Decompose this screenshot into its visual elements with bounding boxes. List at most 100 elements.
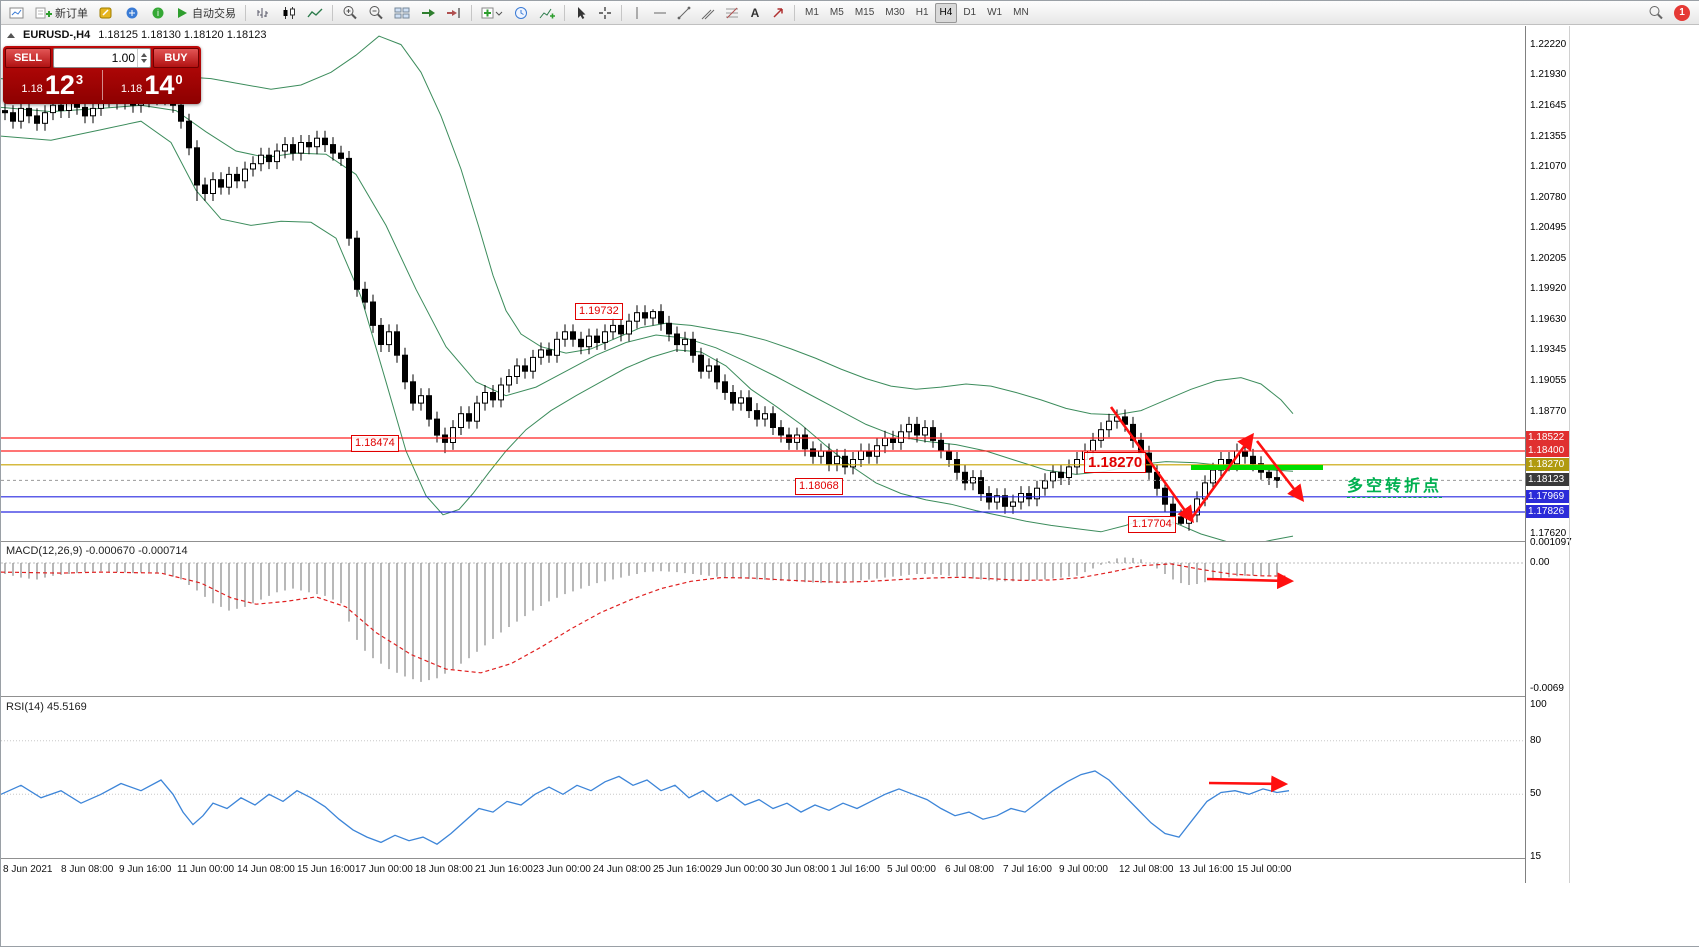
metaeditor-icon[interactable] [94,3,118,23]
timeframe-w1[interactable]: W1 [982,3,1007,23]
buy-button[interactable]: BUY [153,48,199,68]
time-label: 8 Jun 08:00 [61,864,114,875]
zoom-out-icon[interactable] [364,3,388,23]
trend-arrow[interactable] [1255,440,1305,503]
axis-tick: 15 [1530,850,1542,862]
arrows-tool-icon[interactable] [767,3,789,23]
chart-window-icon[interactable] [5,3,29,23]
new-order-button[interactable]: 新订单 [31,3,92,23]
search-icon[interactable] [1644,3,1668,23]
pane-separator [1,858,1569,859]
price-annotation[interactable]: 1.18068 [795,478,843,495]
timeframe-m30[interactable]: M30 [880,3,909,23]
timeframe-m15[interactable]: M15 [850,3,879,23]
price-annotation[interactable]: 1.17704 [1128,516,1176,533]
candlestick-chart-icon[interactable] [277,3,301,23]
terminal-icon[interactable] [120,3,144,23]
auto-scroll-icon[interactable] [416,3,440,23]
timeframe-m5[interactable]: M5 [825,3,849,23]
crosshair-icon[interactable] [594,3,616,23]
axis-tick: 1.21645 [1530,99,1567,111]
fibonacci-icon[interactable] [721,3,743,23]
support-highlight-line[interactable] [1191,465,1323,470]
rsi-label: RSI(14) 45.5169 [6,701,87,713]
collapse-one-click-icon[interactable] [7,32,15,38]
text-tool-icon[interactable]: A [745,3,765,23]
trendline-icon[interactable] [673,3,695,23]
bar-chart-icon[interactable] [251,3,275,23]
time-axis[interactable]: 8 Jun 2021 8 Jun 08:00 9 Jun 16:00 11 Jun 0… [1,859,1569,883]
volume-field [53,48,151,68]
cursor-icon[interactable] [570,3,592,23]
price-axis[interactable]: 1.22220 1.21930 1.21645 1.21355 1.21070 1.207… [1525,26,1572,883]
time-label: 15 Jul 00:00 [1237,864,1292,875]
tile-windows-icon[interactable] [390,3,414,23]
axis-tick: 1.22220 [1530,38,1567,50]
new-chart-icon[interactable] [477,3,507,23]
price-annotation[interactable]: 1.18270 [1084,452,1147,473]
zoom-in-icon[interactable] [338,3,362,23]
time-label: 12 Jul 08:00 [1119,864,1174,875]
price-annotation[interactable]: 1.19732 [575,303,623,320]
time-label: 9 Jul 00:00 [1059,864,1108,875]
bid-pips: 12 [44,70,75,100]
price-divider [101,70,103,100]
chart-shift-icon[interactable] [442,3,466,23]
timeframe-toolbar: M1 M5 M15 M30 H1 H4 D1 W1 MN [800,2,1034,23]
line-chart-icon[interactable] [303,3,327,23]
turning-point-text[interactable]: 多空转折点 [1347,472,1443,498]
chart-title-row: EURUSD-,H4 1.18125 1.18130 1.18120 1.181… [7,29,266,41]
axis-tick: 1.20780 [1530,191,1567,203]
rsi-arrow[interactable] [1208,775,1289,793]
trend-arrow[interactable] [1189,432,1254,520]
timeframe-m1[interactable]: M1 [800,3,824,23]
rsi-chart[interactable] [1,698,1525,858]
sell-button[interactable]: SELL [5,48,51,68]
time-label: 14 Jun 08:00 [237,864,295,875]
channel-icon[interactable] [697,3,719,23]
macd-pane[interactable]: MACD(12,26,9) -0.000670 -0.000714 [1,542,1525,696]
symbol-label: EURUSD-,H4 [23,29,91,41]
pane-separator[interactable] [1,696,1569,697]
price-annotation[interactable]: 1.18474 [351,435,399,452]
ask-price[interactable]: 1.18 14 0 [103,68,202,102]
trend-arrow[interactable] [1109,406,1194,524]
timeframe-h1[interactable]: H1 [911,3,934,23]
toolbar-right-group: 1 [1644,3,1696,23]
axis-tick: 1.19920 [1530,283,1567,295]
timeframe-d1[interactable]: D1 [958,3,981,23]
axis-tick: -0.0069 [1530,683,1564,695]
price-marker: 1.18522 [1526,431,1570,444]
time-label: 18 Jun 08:00 [415,864,473,875]
volume-input[interactable] [54,51,137,65]
macd-arrow[interactable] [1206,572,1295,590]
pane-separator[interactable] [1,541,1569,542]
help-icon[interactable]: i [146,3,170,23]
notification-badge[interactable]: 1 [1674,4,1690,21]
candlestick-chart[interactable] [1,26,1525,541]
price-marker: 1.18270 [1526,457,1570,471]
vertical-line-icon[interactable] [627,3,647,23]
macd-chart[interactable] [1,542,1525,696]
axis-tick: 1.21355 [1530,130,1567,142]
axis-tick: 100 [1530,699,1547,710]
rsi-pane[interactable]: RSI(14) 45.5169 [1,698,1525,858]
indicator-list-icon[interactable] [535,3,559,23]
timeframe-h4[interactable]: H4 [934,2,958,23]
bid-price[interactable]: 1.18 12 3 [3,68,102,102]
axis-tick: 50 [1530,788,1542,800]
volume-spinner[interactable] [137,49,150,67]
bid-big-figure: 1.18 [21,83,43,95]
timeframe-mn[interactable]: MN [1008,3,1034,23]
time-icon[interactable] [509,3,533,23]
text-tool-glyph: A [750,5,760,20]
horizontal-line-icon[interactable] [649,3,671,23]
auto-trading-button[interactable]: 自动交易 [172,3,240,23]
axis-tick: 1.19055 [1530,375,1567,387]
toolbar: 新订单 i 自动交易 [1,1,1699,25]
time-label: 5 Jul 00:00 [887,864,936,875]
toolbar-separator [794,4,795,21]
chart-main-pane[interactable]: 1.19732 1.18474 1.18068 1.17704 1.18270 多空转折点… [1,26,1525,541]
toolbar-separator [564,4,565,21]
